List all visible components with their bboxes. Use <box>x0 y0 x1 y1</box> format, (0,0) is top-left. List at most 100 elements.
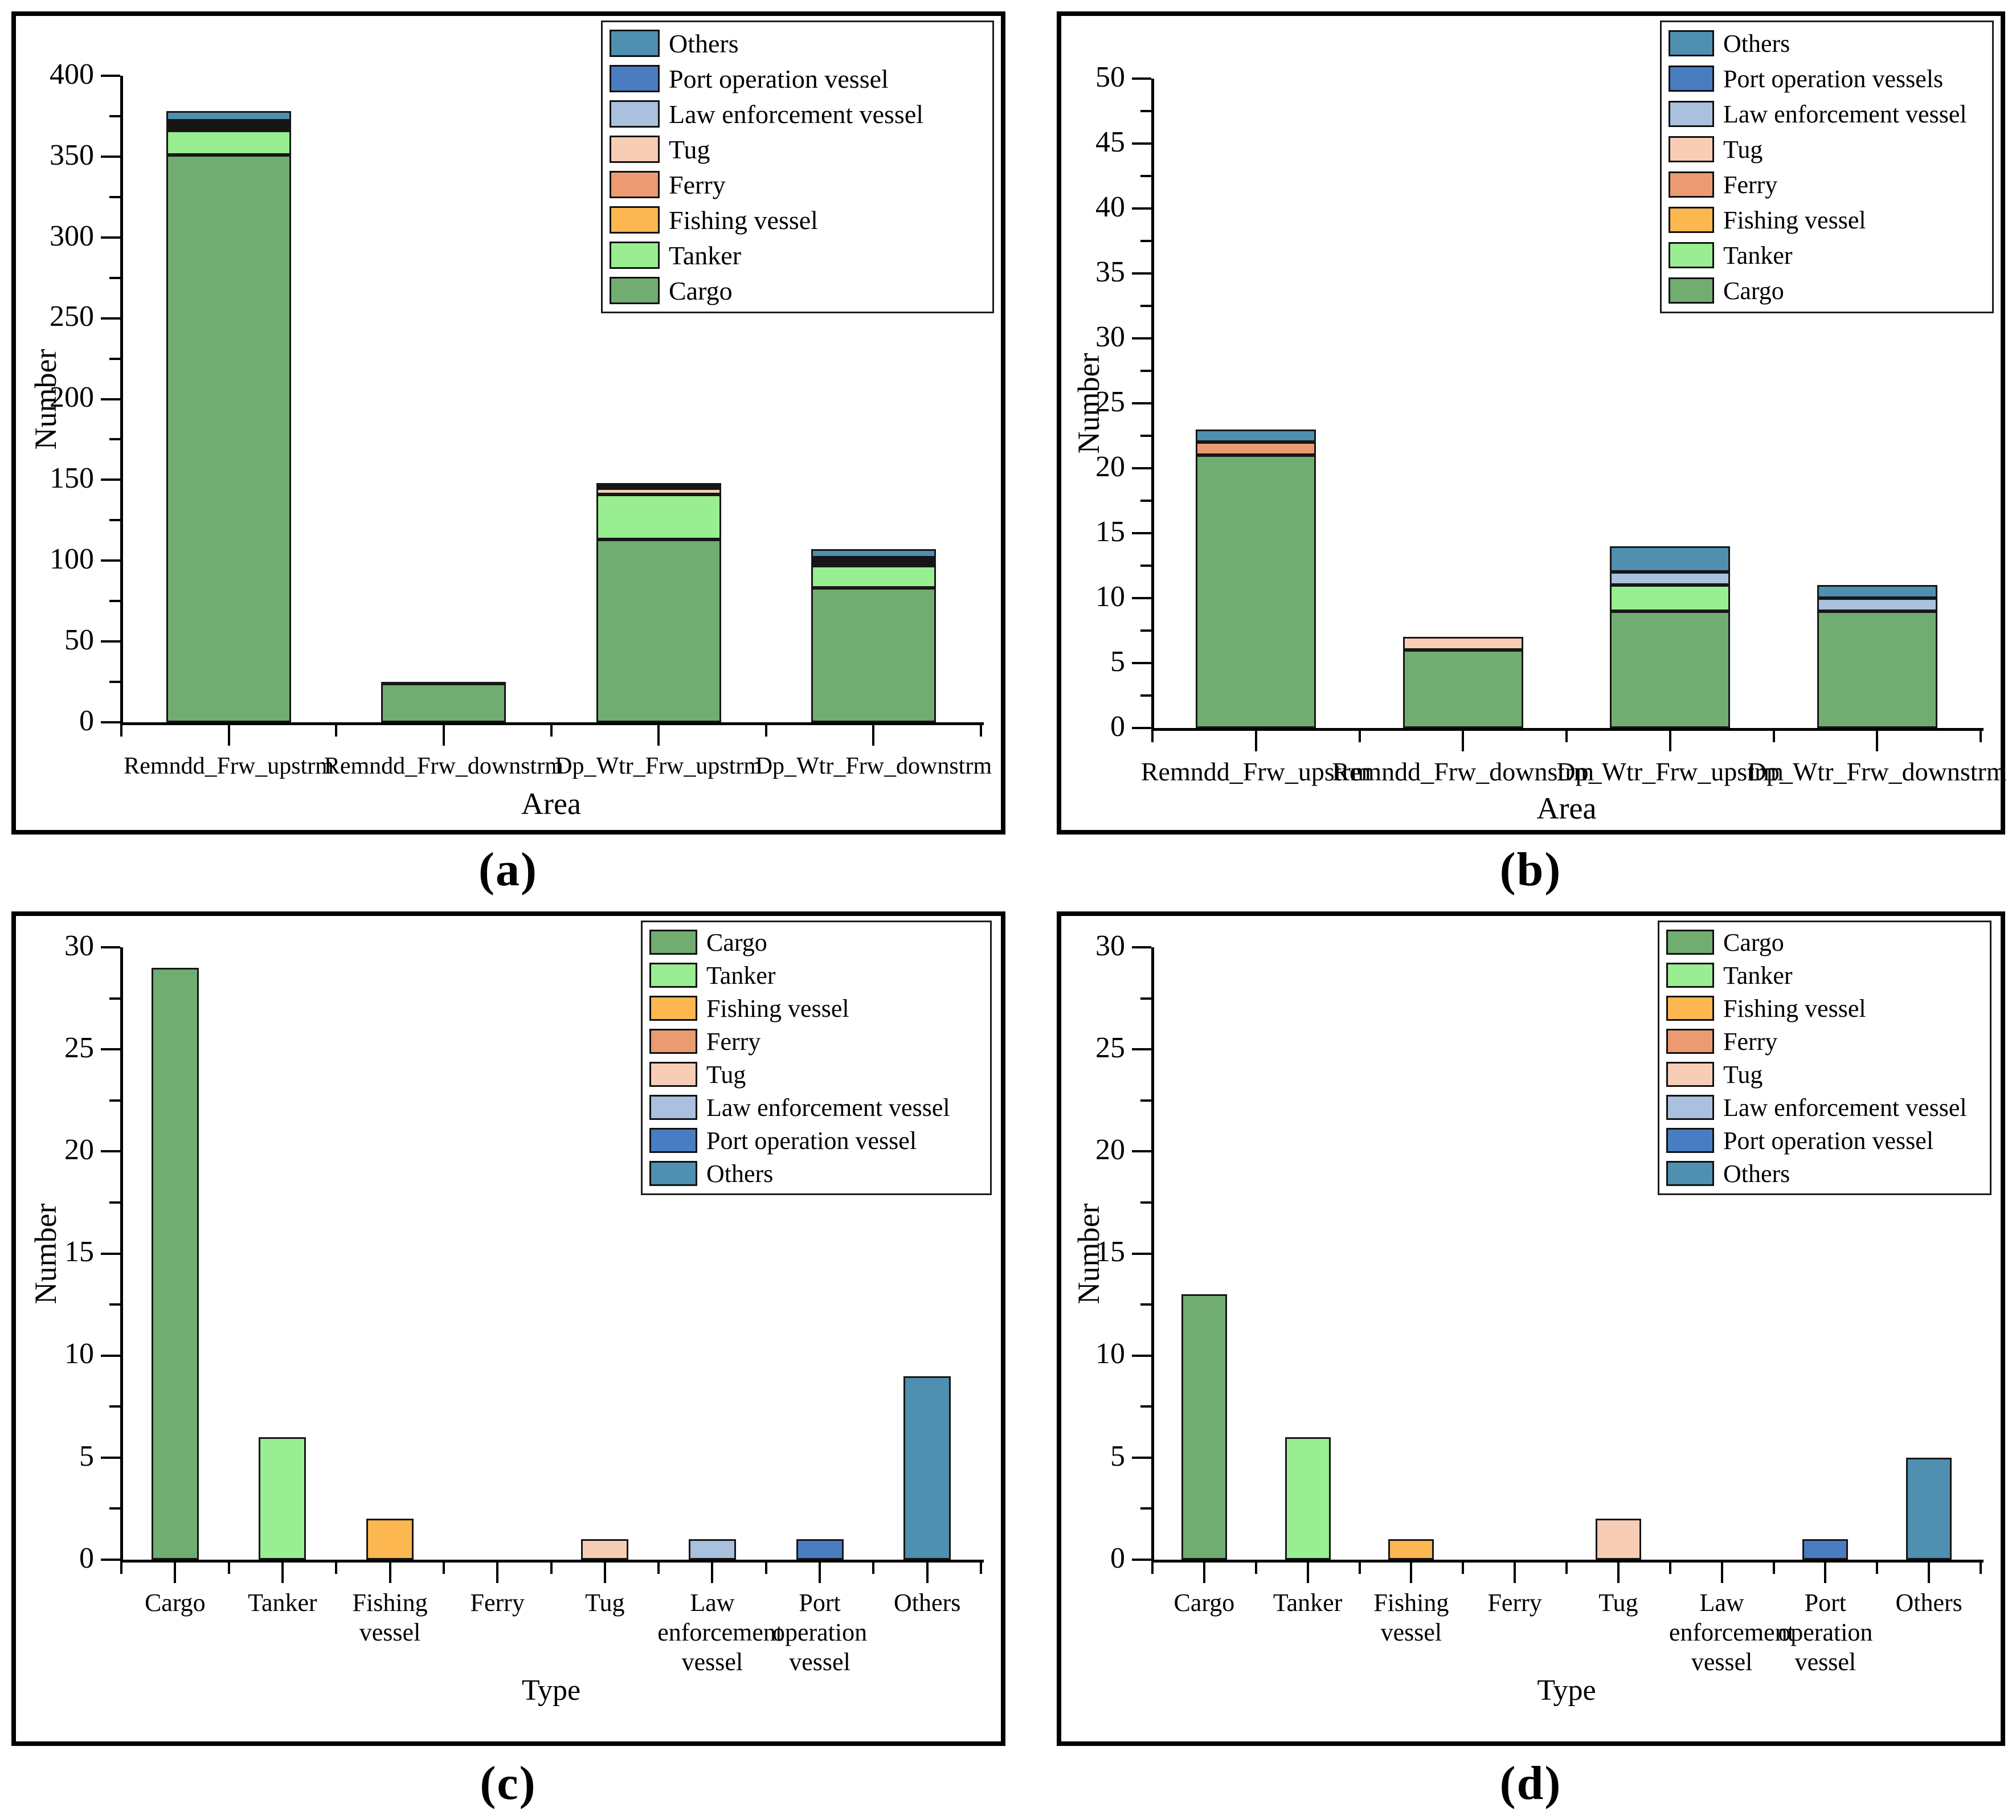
legend-item: Ferry <box>610 167 985 202</box>
y-major-tick <box>101 1252 120 1255</box>
legend-item: Law enforcement vessel <box>649 1091 983 1124</box>
y-tick-label: 5 <box>1110 645 1125 678</box>
bar-segment-cargo <box>1196 455 1316 728</box>
legend-swatch <box>649 996 697 1021</box>
bar-segment-tug <box>1402 637 1523 651</box>
legend-swatch <box>1669 242 1714 268</box>
category-label: Cargo <box>144 1589 206 1617</box>
x-boundary-tick <box>980 725 982 737</box>
y-tick-label: 25 <box>1095 1031 1125 1064</box>
category-label: Ferry <box>1487 1589 1542 1617</box>
legend-swatch <box>1666 1161 1714 1186</box>
x-axis-title: Type <box>1537 1674 1596 1707</box>
y-minor-tick <box>109 276 120 279</box>
bar-segment-port-operation-vessel <box>166 121 292 125</box>
category-label: Fishing vessel <box>1373 1589 1449 1646</box>
legend-item: Tug <box>649 1058 983 1091</box>
legend-item: Port operation vessel <box>610 61 985 96</box>
x-major-tick <box>1669 731 1671 751</box>
bar-segment-cargo <box>1402 650 1523 728</box>
category-label: Port operation vessel <box>772 1589 868 1676</box>
legend-swatch <box>649 1095 697 1120</box>
y-major-tick <box>101 946 120 948</box>
x-boundary-tick <box>442 1563 445 1574</box>
bar-segment-cargo <box>381 683 506 722</box>
legend-item: Port operation vessel <box>1666 1124 1983 1157</box>
category-label: Remndd_Frw_downstrm <box>324 753 563 779</box>
y-tick-label: 0 <box>79 704 94 737</box>
y-minor-tick <box>1140 500 1151 502</box>
y-major-tick <box>1132 1048 1151 1051</box>
y-minor-tick <box>1140 175 1151 177</box>
x-major-tick <box>1203 1563 1205 1583</box>
bar-port-operation-vessel <box>796 1539 844 1560</box>
y-major-tick <box>101 398 120 400</box>
bar-law-enforcement-vessel <box>688 1539 736 1560</box>
category-label: Ferry <box>470 1589 525 1617</box>
y-major-tick <box>1132 272 1151 275</box>
bar-segment-others <box>811 549 936 558</box>
x-major-tick <box>819 1563 821 1583</box>
bar-segment-law-enforcement-vessel <box>1817 598 1937 611</box>
panel-chart-c: 0 5 10 15 20 25 30 Cargo Tanker Fishing vessel Fer… <box>11 911 1005 1746</box>
legend-swatch <box>610 65 660 92</box>
y-minor-tick <box>1140 1507 1151 1510</box>
y-major-tick <box>101 236 120 239</box>
y-major-tick <box>1132 77 1151 80</box>
y-minor-tick <box>109 1507 120 1510</box>
y-major-tick <box>101 1559 120 1561</box>
y-axis-line <box>120 76 123 725</box>
y-major-tick <box>1132 1559 1151 1561</box>
category-label: Tug <box>1598 1589 1638 1617</box>
y-minor-tick <box>1140 240 1151 242</box>
y-tick-label: 10 <box>1095 1338 1125 1371</box>
x-major-tick <box>496 1563 499 1583</box>
legend-label: Tanker <box>706 961 776 989</box>
y-tick-label: 20 <box>1095 450 1125 483</box>
legend-swatch <box>610 136 660 163</box>
bar-others <box>1906 1457 1952 1560</box>
y-tick-label: 15 <box>64 1236 94 1269</box>
x-boundary-tick <box>657 1563 660 1574</box>
legend-label: Port operation vessels <box>1723 64 1944 93</box>
legend-label: Fishing vessel <box>1723 206 1866 234</box>
category-label: Dp_Wtr_Frw_upstrm <box>1556 757 1784 786</box>
x-major-tick <box>1617 1563 1620 1583</box>
bar-segment-law-enforcement-vessel <box>1610 572 1731 586</box>
x-major-tick <box>711 1563 714 1583</box>
y-axis-title: Number <box>28 1203 63 1304</box>
legend-label: Tug <box>669 134 710 164</box>
panel-chart-b: 0 5 10 15 20 25 30 35 40 45 50 Remndd_Frw_upstrm Rem… <box>1057 11 2007 835</box>
y-major-tick <box>1132 1456 1151 1459</box>
legend-label: Others <box>1723 29 1790 58</box>
legend-label: Tanker <box>1723 961 1793 989</box>
category-label: Tanker <box>1273 1589 1343 1617</box>
legend-label: Port operation vessel <box>706 1126 917 1155</box>
y-tick-label: 30 <box>1095 320 1125 353</box>
category-label: Port operation vessel <box>1778 1589 1873 1676</box>
x-boundary-tick <box>764 725 767 737</box>
x-major-tick <box>1514 1563 1516 1583</box>
legend-label: Law enforcement vessel <box>1723 1093 1967 1122</box>
y-tick-label: 30 <box>1095 929 1125 962</box>
y-axis-title: Number <box>1072 353 1106 454</box>
legend-label: Tanker <box>669 240 742 270</box>
y-tick-label: 100 <box>50 543 94 575</box>
legend-label: Port operation vessel <box>669 64 889 93</box>
y-tick-label: 50 <box>64 623 94 656</box>
legend-swatch <box>1666 1062 1714 1087</box>
x-boundary-tick <box>1980 731 1982 742</box>
y-major-tick <box>101 1456 120 1459</box>
y-minor-tick <box>1140 629 1151 632</box>
legend-item: Others <box>610 26 985 61</box>
category-label: Dp_Wtr_Frw_downstrm <box>1747 757 2007 786</box>
y-tick-label: 20 <box>1095 1134 1125 1167</box>
bar-segment-others <box>1610 546 1731 572</box>
caption-b: (b) <box>1499 843 1562 896</box>
x-major-tick <box>657 725 660 746</box>
bar-segment-tanker <box>1610 585 1731 611</box>
x-boundary-tick <box>980 1563 982 1574</box>
bar-tanker <box>1285 1437 1331 1560</box>
y-tick-label: 25 <box>64 1031 94 1064</box>
legend-item: Law enforcement vessel <box>1669 96 1985 132</box>
